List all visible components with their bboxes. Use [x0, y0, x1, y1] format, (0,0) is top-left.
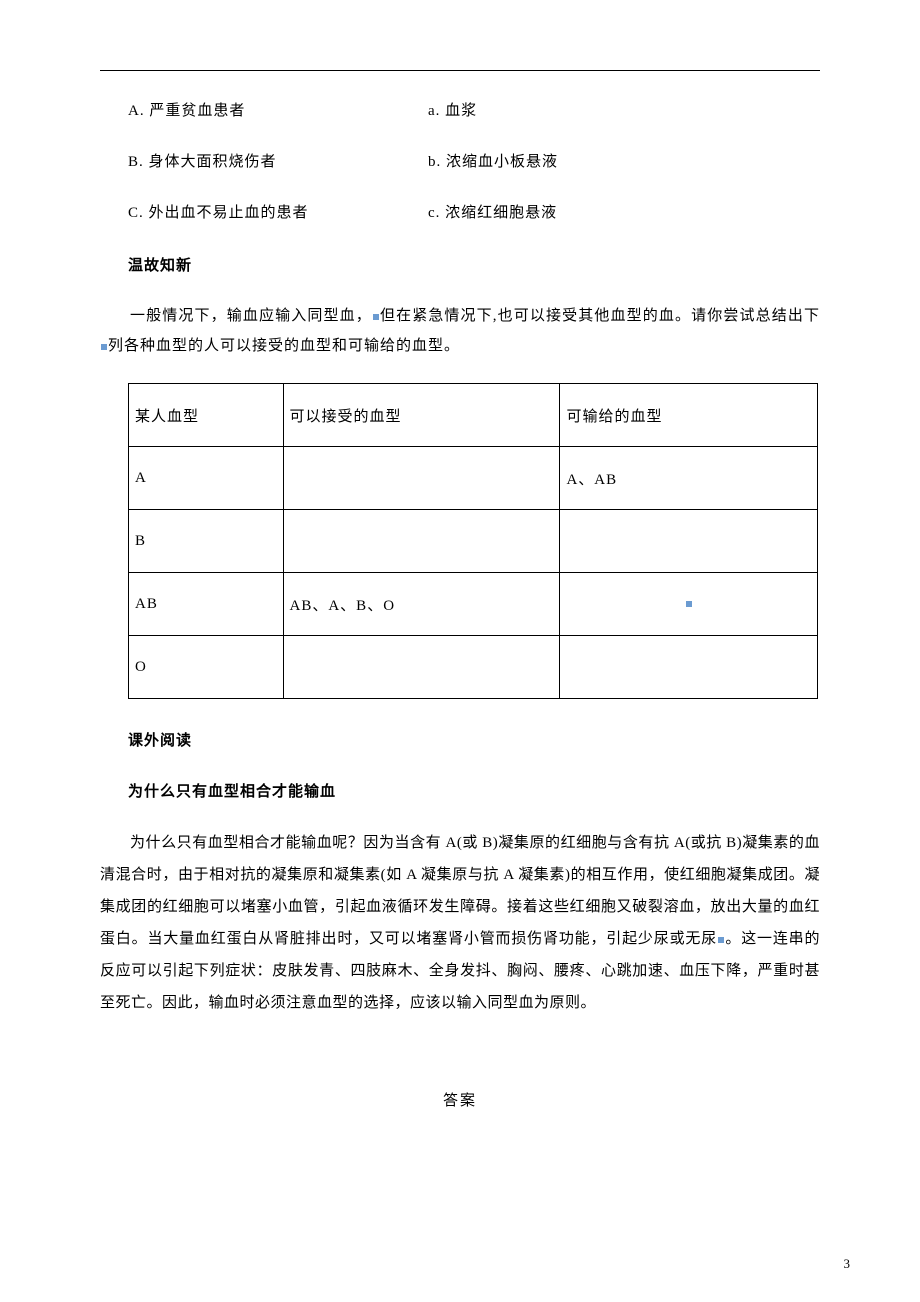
page: A. 严重贫血患者 a. 血浆 B. 身体大面积烧伤者 b. 浓缩血小板悬液 C… [0, 0, 920, 1302]
table-cell [560, 573, 818, 636]
match-row: B. 身体大面积烧伤者 b. 浓缩血小板悬液 [100, 150, 820, 171]
table-cell: B [129, 510, 284, 573]
top-rule [100, 70, 820, 71]
table-row: A A、AB [129, 447, 818, 510]
highlight-marker-icon [686, 601, 692, 607]
table-cell [560, 636, 818, 699]
table-cell [283, 447, 560, 510]
highlight-marker-icon [718, 937, 724, 943]
table-cell [283, 510, 560, 573]
table-row: 某人血型 可以接受的血型 可输给的血型 [129, 384, 818, 447]
table-cell: AB、A、B、O [283, 573, 560, 636]
blood-type-table: 某人血型 可以接受的血型 可输给的血型 A A、AB B AB AB、A、B、O… [128, 383, 818, 699]
match-right: c. 浓缩红细胞悬液 [428, 201, 820, 222]
table-header-cell: 可以接受的血型 [283, 384, 560, 447]
section-subheading: 为什么只有血型相合才能输血 [128, 780, 820, 801]
table-cell: O [129, 636, 284, 699]
page-number: 3 [844, 1256, 851, 1272]
match-right: b. 浓缩血小板悬液 [428, 150, 820, 171]
table-cell [560, 510, 818, 573]
match-left: A. 严重贫血患者 [128, 99, 428, 120]
match-row: A. 严重贫血患者 a. 血浆 [100, 99, 820, 120]
match-row: C. 外出血不易止血的患者 c. 浓缩红细胞悬液 [100, 201, 820, 222]
highlight-marker-icon [101, 344, 107, 350]
table-cell: A、AB [560, 447, 818, 510]
table-header-cell: 某人血型 [129, 384, 284, 447]
match-left: B. 身体大面积烧伤者 [128, 150, 428, 171]
answer-heading: 答案 [100, 1089, 820, 1110]
match-right: a. 血浆 [428, 99, 820, 120]
table-row: AB AB、A、B、O [129, 573, 818, 636]
table-row: O [129, 636, 818, 699]
section-paragraph: 一般情况下，输血应输入同型血，但在紧急情况下,也可以接受其他血型的血。请你尝试总… [100, 301, 820, 361]
table-cell: A [129, 447, 284, 510]
match-left: C. 外出血不易止血的患者 [128, 201, 428, 222]
section-heading-reading: 课外阅读 [128, 729, 820, 750]
table-header-cell: 可输给的血型 [560, 384, 818, 447]
reading-paragraph: 为什么只有血型相合才能输血呢？因为当含有 A(或 B)凝集原的红细胞与含有抗 A… [100, 827, 820, 1019]
table-cell: AB [129, 573, 284, 636]
section-heading-review: 温故知新 [128, 254, 820, 275]
table-row: B [129, 510, 818, 573]
highlight-marker-icon [373, 314, 379, 320]
table-cell [283, 636, 560, 699]
